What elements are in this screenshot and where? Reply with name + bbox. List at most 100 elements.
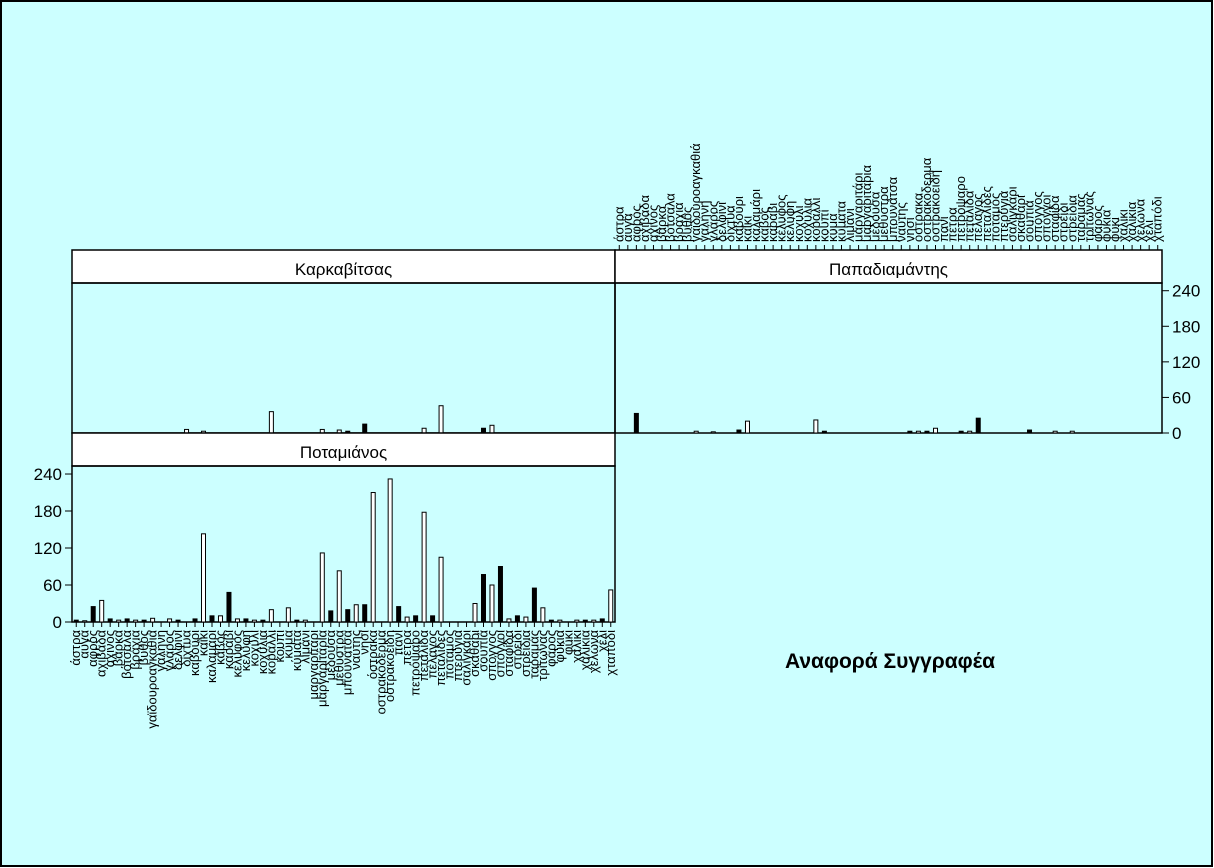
- x-tick-label: χελώνα: [586, 630, 601, 674]
- x-tick-label: κύμα: [280, 630, 295, 659]
- x-tick-label: πτερύγια: [996, 190, 1011, 242]
- x-tick-label: καράβι: [765, 203, 780, 242]
- bar: [124, 618, 130, 623]
- x-tick-label: ταραμάς: [526, 630, 541, 679]
- x-tick-label: μεθύστρα: [331, 630, 346, 686]
- panel-strip: [71, 249, 616, 284]
- bar: [710, 431, 716, 434]
- x-tick-label: στρείδι: [509, 630, 524, 669]
- x-tick-label: αυγά: [620, 213, 635, 242]
- x-tick-label: κάβος: [212, 630, 227, 665]
- x-tick-label: σκαθάρι: [467, 630, 482, 677]
- x-tick-label: φύκια: [1098, 209, 1113, 242]
- bar: [268, 411, 274, 434]
- panel-strip: [71, 432, 616, 467]
- bar: [167, 618, 173, 623]
- x-tick-label: δίχτυα: [722, 205, 737, 242]
- x-tick-label: μέδουσα: [868, 191, 883, 242]
- bar: [285, 607, 291, 623]
- bar: [523, 616, 529, 623]
- x-tick-label: φάρος: [543, 630, 558, 667]
- x-tick-label: γαλήνη: [153, 630, 168, 671]
- x-tick-label: βότσαλα: [119, 630, 134, 679]
- x-tick-label: χαλίκι: [569, 630, 584, 663]
- bar: [967, 430, 973, 434]
- x-tick-label: αχινός: [102, 630, 117, 667]
- x-tick-label: πτερύγια: [450, 630, 465, 682]
- x-tick-label: σκαθάρι: [1013, 195, 1028, 242]
- chart-title: Αναφορά Συγγραφέα: [785, 650, 995, 673]
- x-tick-label: φύκι: [560, 630, 575, 655]
- x-tick-label: οστρακοειδή: [928, 170, 943, 242]
- x-tick-label: γαϊδουροαγκαθιά: [688, 143, 703, 242]
- bar: [217, 615, 223, 623]
- bar: [201, 533, 207, 623]
- x-tick-label: άστρα: [611, 206, 626, 242]
- bar: [73, 619, 79, 623]
- bar: [1027, 429, 1033, 434]
- x-tick-label: μεθύστρα: [876, 186, 891, 242]
- x-tick-label: κύμα: [825, 213, 840, 242]
- x-tick-label: σπόγγος: [484, 630, 499, 681]
- bar: [907, 430, 913, 434]
- y-tick-label: 60: [1172, 388, 1191, 407]
- bar: [226, 591, 232, 623]
- bar: [608, 589, 614, 623]
- x-tick-label: αφρός: [85, 630, 100, 667]
- x-tick-label: κοχύλι: [791, 205, 806, 242]
- panel-label: Ποταμιάνος: [300, 443, 387, 462]
- x-tick-label: στρείδι: [1056, 203, 1071, 242]
- x-tick-label: τρίτωνας: [1081, 191, 1096, 242]
- panel-label: Παπαδιαμάντης: [829, 260, 948, 279]
- x-tick-label: γλάρος: [705, 201, 720, 242]
- panel-label: Καρκαβίτσας: [295, 260, 392, 279]
- y-tick-label: 180: [1172, 317, 1200, 336]
- x-tick-label: δελφίνι: [170, 630, 185, 670]
- x-tick-label: ποταμός: [442, 630, 457, 679]
- bar: [362, 423, 368, 434]
- x-tick-label: βράχια: [128, 630, 143, 670]
- bar: [958, 430, 964, 434]
- x-tick-label: φάρος: [1090, 205, 1105, 242]
- x-tick-label: πετρόψαρο: [408, 630, 423, 696]
- bar: [430, 615, 436, 623]
- x-tick-label: καβούρι: [731, 196, 746, 242]
- x-tick-label: λιμάνι: [842, 208, 857, 242]
- bar: [975, 417, 981, 434]
- x-tick-label: άστρα: [68, 630, 83, 666]
- x-tick-label: κελύφη: [782, 201, 797, 242]
- bar: [345, 609, 351, 623]
- x-tick-label: σουπιά: [475, 630, 490, 672]
- bar: [924, 430, 930, 434]
- panel-plot: [614, 282, 1163, 434]
- x-tick-label: κάβος: [757, 207, 772, 242]
- x-tick-label: κοχύλια: [255, 630, 270, 675]
- x-tick-label: πετρόψαρο: [953, 176, 968, 242]
- bar: [933, 427, 939, 434]
- bar: [107, 618, 113, 623]
- bar: [480, 574, 486, 623]
- bar: [319, 552, 325, 623]
- x-tick-label: στρείδια: [1064, 195, 1079, 242]
- bar: [251, 619, 257, 623]
- x-tick-label: πέλαγος: [970, 193, 985, 242]
- x-tick-label: πέτρα: [945, 207, 960, 242]
- y-tick-label: 120: [1172, 353, 1200, 372]
- bar: [362, 604, 368, 623]
- bar: [268, 609, 274, 623]
- bar: [421, 511, 427, 623]
- panel-plot: [71, 465, 616, 623]
- bar: [387, 478, 393, 623]
- bar: [1052, 430, 1058, 434]
- bar: [260, 619, 266, 623]
- x-tick-label: καλαμάρι: [748, 189, 763, 242]
- x-tick-label: νησί: [902, 217, 917, 242]
- x-tick-label: χαλίκια: [1124, 201, 1139, 242]
- x-tick-label: κέλυφος: [229, 630, 244, 678]
- x-tick-label: χέλι: [1141, 220, 1156, 242]
- x-tick-label: καβούρι: [187, 630, 202, 676]
- x-tick-label: αχιβάδα: [637, 195, 652, 242]
- bar: [82, 620, 88, 623]
- bar: [574, 619, 580, 623]
- x-tick-label: μαργαριτάρια: [859, 165, 874, 242]
